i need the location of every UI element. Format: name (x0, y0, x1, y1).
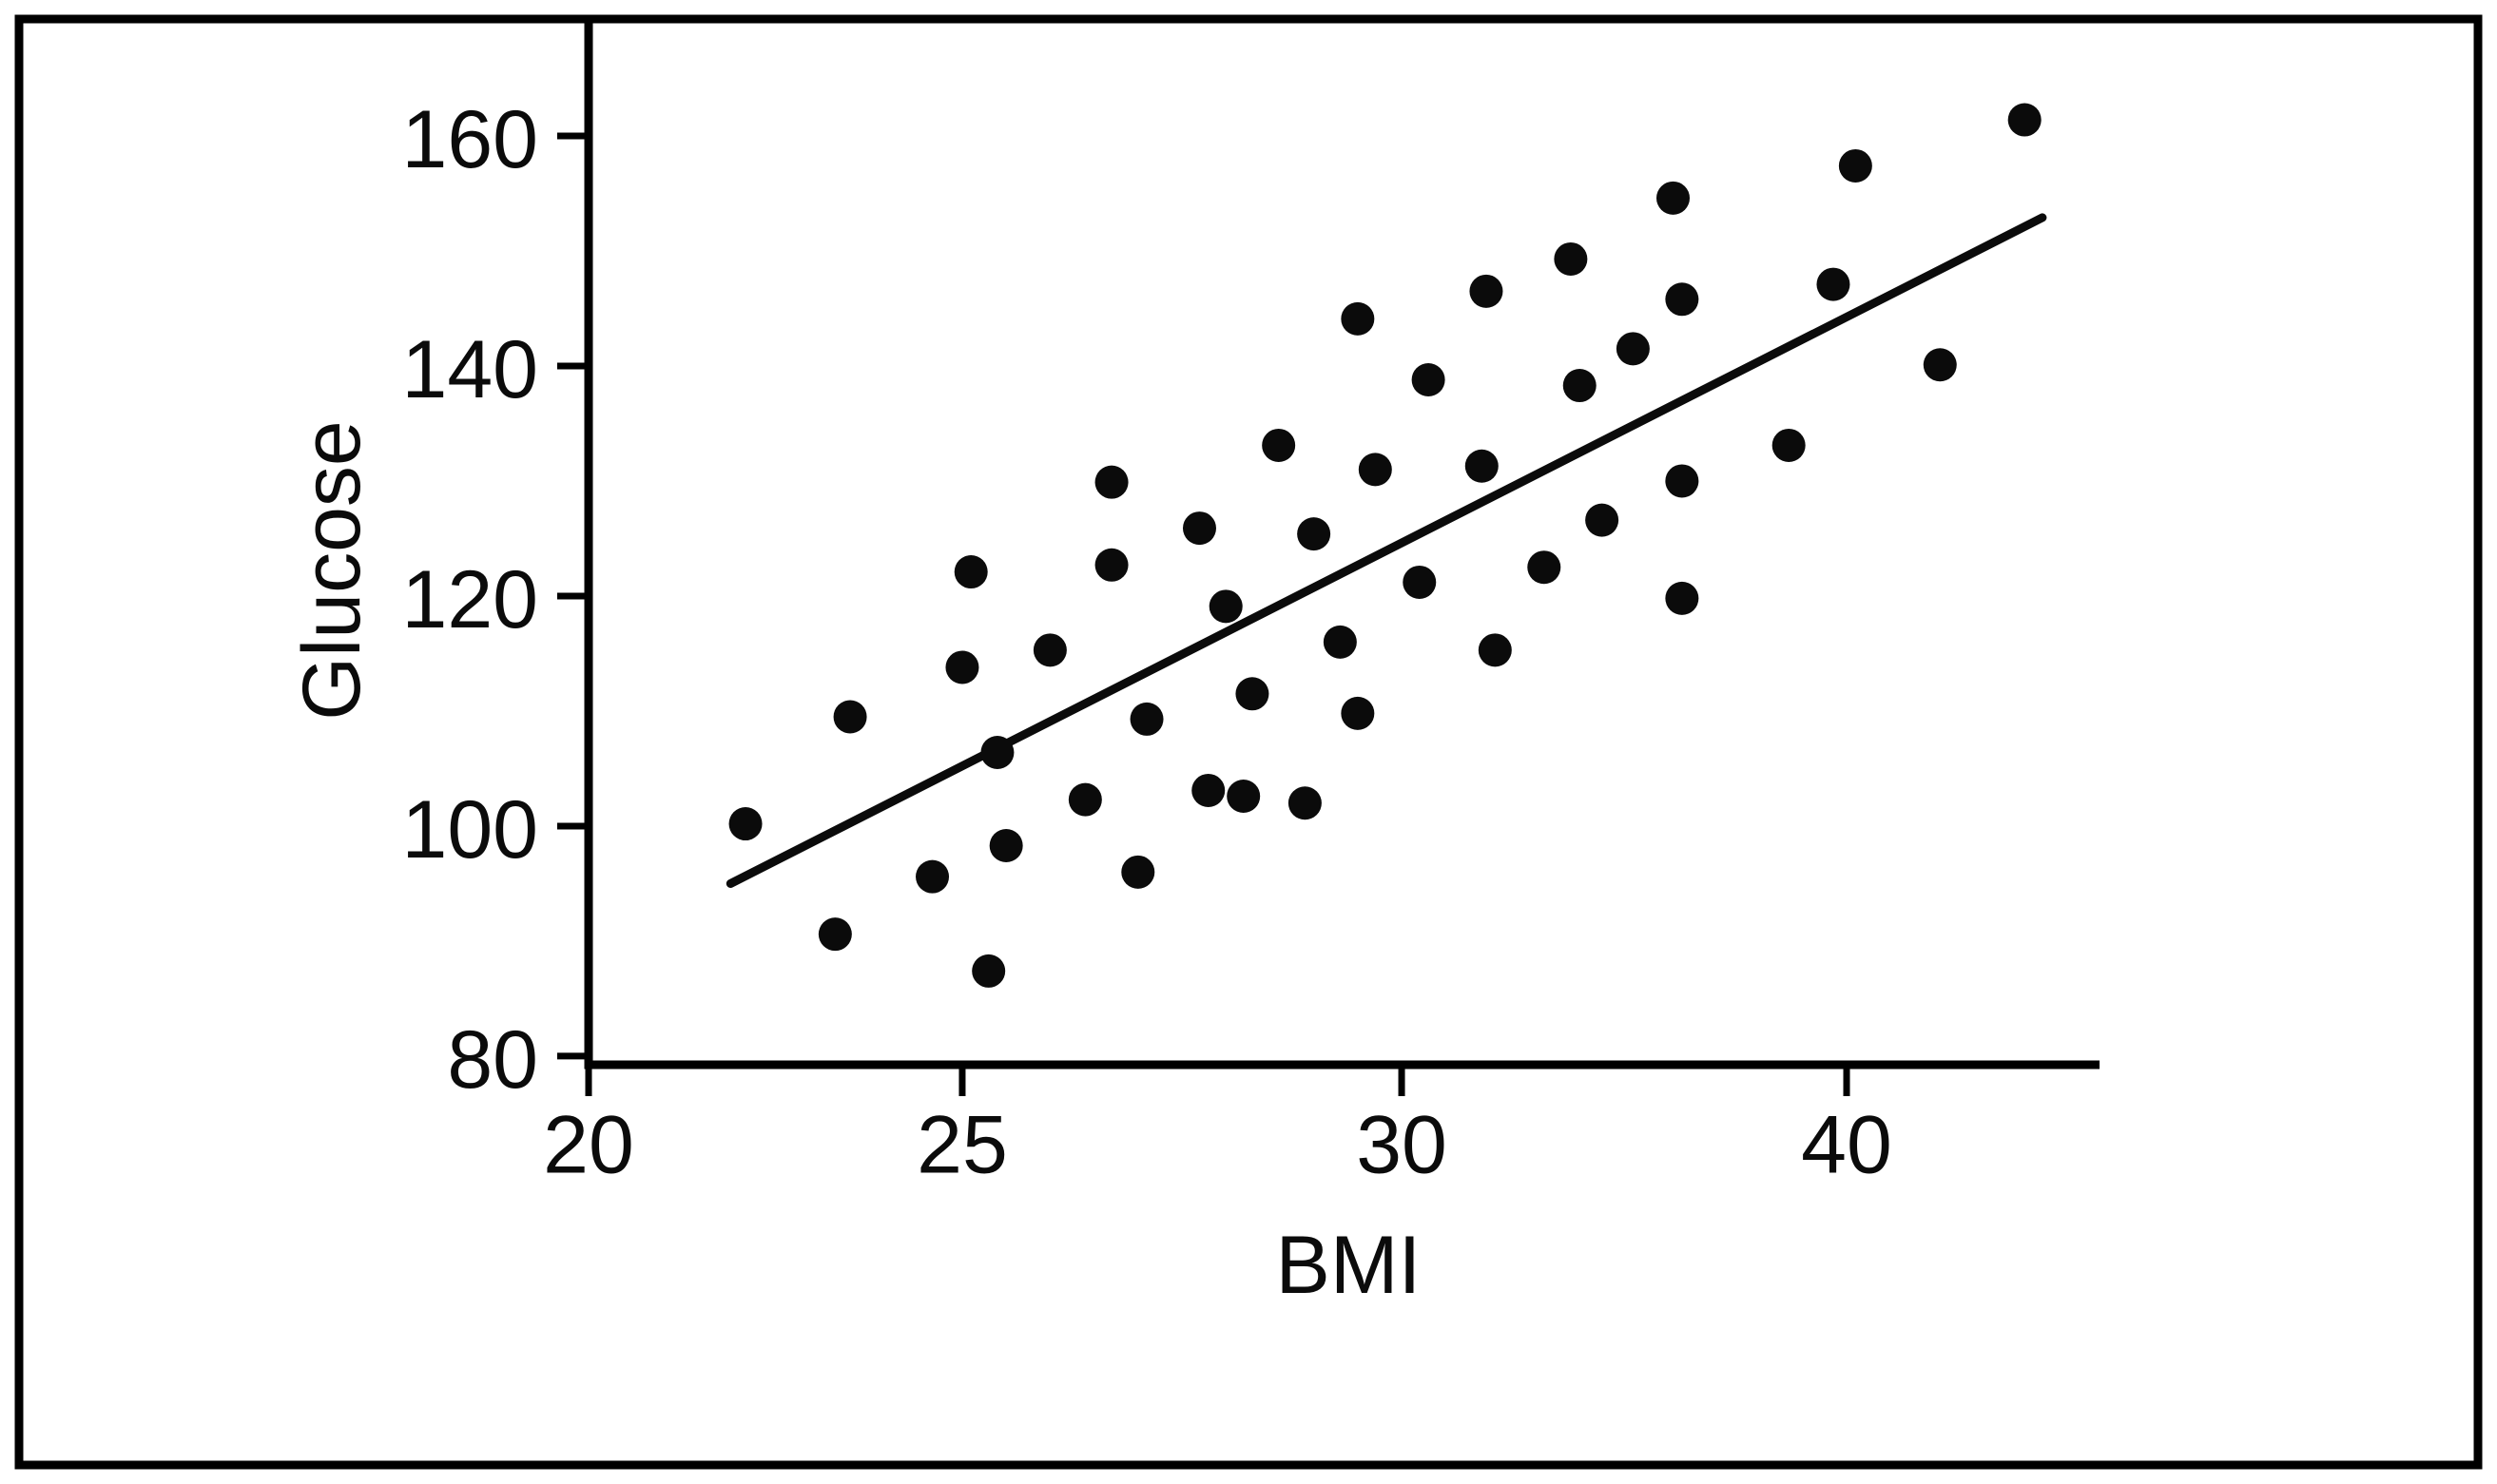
data-point (972, 954, 1006, 988)
data-point (1771, 428, 1806, 462)
data-point (1209, 589, 1243, 624)
data-point (1527, 550, 1561, 585)
data-point (1341, 301, 1375, 336)
data-point (1094, 465, 1129, 499)
data-point (1033, 633, 1067, 667)
x-tick-label: 25 (917, 1100, 1008, 1191)
x-tick-label: 20 (543, 1100, 634, 1191)
data-point (989, 829, 1023, 863)
data-point (1323, 625, 1357, 659)
data-point (1478, 633, 1512, 667)
data-point (980, 736, 1015, 770)
data-point (1191, 773, 1226, 807)
data-points (728, 103, 2042, 988)
data-point (818, 917, 852, 952)
data-point (1121, 855, 1155, 889)
y-tick-label: 140 (402, 324, 539, 415)
data-point (1262, 428, 1296, 462)
x-axis-tick-labels: 20 25 30 40 (543, 1100, 1892, 1191)
regression-line (726, 213, 2047, 888)
y-axis-title: Glucose (286, 420, 377, 721)
x-axis-title: BMI (1276, 1220, 1422, 1311)
data-point (1665, 581, 1699, 615)
data-point (1411, 362, 1445, 396)
y-tick-label: 120 (402, 554, 539, 646)
data-point (1403, 565, 1437, 599)
data-point (1227, 779, 1261, 813)
data-point (945, 650, 979, 684)
data-point (1838, 148, 1872, 183)
y-tick-label: 80 (447, 1014, 538, 1106)
data-point (1665, 464, 1699, 498)
data-point (833, 700, 867, 734)
x-tick-label: 40 (1801, 1100, 1892, 1191)
data-point (1341, 696, 1375, 730)
y-axis-tick-labels: 160 140 120 100 80 (402, 94, 539, 1106)
data-point (1562, 369, 1597, 403)
data-point (1094, 548, 1129, 582)
data-point (1469, 274, 1503, 308)
data-point (1665, 282, 1699, 317)
data-point (1287, 786, 1322, 820)
data-point (1585, 503, 1619, 537)
data-point (1616, 332, 1650, 366)
data-point (1816, 267, 1850, 301)
data-point (1068, 782, 1102, 817)
figure-border (14, 14, 2483, 1470)
data-point (1235, 677, 1269, 711)
data-point (1297, 517, 1331, 551)
y-tick-label: 160 (402, 94, 539, 185)
data-point (1358, 453, 1392, 487)
x-tick-label: 30 (1356, 1100, 1447, 1191)
data-point (1655, 181, 1690, 215)
y-tick-label: 100 (402, 784, 539, 876)
x-axis-ticks (585, 1065, 1850, 1096)
data-point (728, 807, 763, 841)
data-point (1923, 348, 1957, 382)
data-point (1130, 702, 1164, 736)
data-point (1554, 241, 1588, 276)
data-point (1182, 511, 1216, 546)
data-point (2007, 103, 2042, 137)
data-point (1464, 449, 1499, 483)
data-point (954, 555, 988, 589)
y-axis-ticks (557, 132, 589, 1060)
data-point (916, 859, 950, 894)
